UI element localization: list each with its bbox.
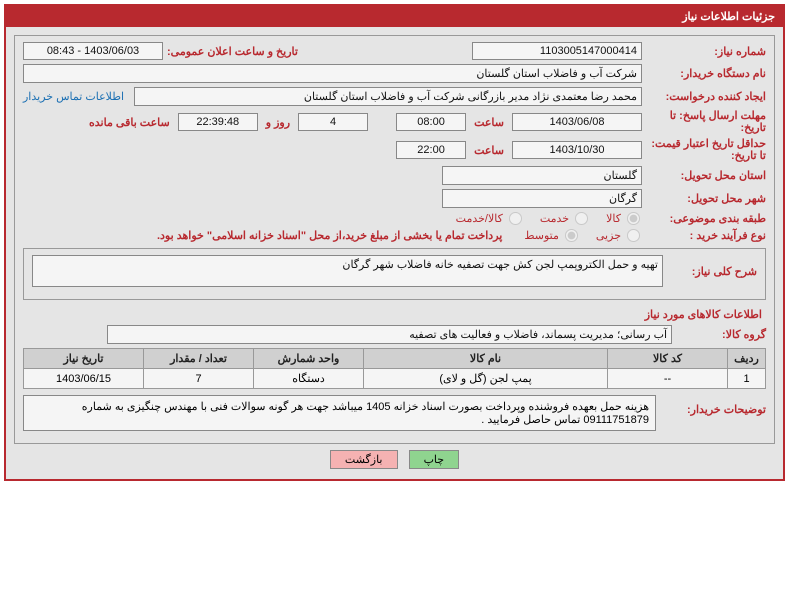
details-panel: جزئیات اطلاعات نیاز AriaTender.net شماره…: [4, 4, 785, 481]
buyer-notes-value: هزینه حمل بعهده فروشنده وپرداخت بصورت اس…: [23, 395, 656, 431]
table-header-row: ردیفکد کالانام کالاواحد شمارشتعداد / مقد…: [24, 349, 766, 369]
buyer-org-value: شرکت آب و فاضلاب استان گلستان: [23, 64, 642, 83]
validity-label: حداقل تاریخ اعتبار قیمت: تا تاریخ:: [646, 138, 766, 162]
delivery-province-label: استان محل تحویل:: [646, 169, 766, 182]
buyer-org-label: نام دستگاه خریدار:: [646, 67, 766, 80]
back-button[interactable]: بازگشت: [330, 450, 398, 469]
table-header-cell: کد کالا: [608, 349, 728, 369]
table-header-cell: تاریخ نیاز: [24, 349, 144, 369]
print-button[interactable]: چاپ: [409, 450, 460, 469]
table-header-cell: واحد شمارش: [254, 349, 364, 369]
panel-title: جزئیات اطلاعات نیاز: [6, 6, 783, 27]
deadline-label: مهلت ارسال پاسخ: تا تاریخ:: [646, 110, 766, 134]
need-no-label: شماره نیاز:: [646, 45, 766, 58]
table-body: 1--پمپ لجن (گل و لای)دستگاه71403/06/15: [24, 369, 766, 389]
table-cell: --: [608, 369, 728, 389]
goods-group-value: آب رسانی؛ مدیریت پسماند، فاضلاب و فعالیت…: [107, 325, 672, 344]
radio-partial[interactable]: [627, 229, 640, 242]
need-desc-value: تهیه و حمل الکتروپمپ لجن کش جهت تصفیه خا…: [32, 255, 663, 287]
table-cell: 1403/06/15: [24, 369, 144, 389]
radio-goods-label: کالا: [606, 212, 621, 225]
remaining-time-value: 22:39:48: [178, 113, 258, 131]
goods-table: ردیفکد کالانام کالاواحد شمارشتعداد / مقد…: [23, 348, 766, 389]
table-header-cell: تعداد / مقدار: [144, 349, 254, 369]
main-fieldset: شماره نیاز: 1103005147000414 تاریخ و ساع…: [14, 35, 775, 444]
validity-time-value: 22:00: [396, 141, 466, 159]
need-desc-fieldset: شرح کلی نیاز: تهیه و حمل الکتروپمپ لجن ک…: [23, 248, 766, 300]
radio-goods-service[interactable]: [509, 212, 522, 225]
validity-date-value: 1403/10/30: [512, 141, 642, 159]
hour-label-1: ساعت: [470, 116, 508, 129]
hour-label-2: ساعت: [470, 144, 508, 157]
announce-dt-value: 1403/06/03 - 08:43: [23, 42, 163, 60]
delivery-city-value: گرگان: [442, 189, 642, 208]
purchase-type-label: نوع فرآیند خرید :: [646, 229, 766, 242]
radio-service[interactable]: [575, 212, 588, 225]
remaining-days-value: 4: [298, 113, 368, 131]
radio-partial-label: جزیی: [596, 229, 621, 242]
buyer-notes-label: توضیحات خریدار:: [666, 395, 766, 416]
requester-label: ایجاد کننده درخواست:: [646, 90, 766, 103]
table-header-cell: ردیف: [728, 349, 766, 369]
radio-goods-service-label: کالا/خدمت: [456, 212, 503, 225]
announce-dt-label: تاریخ و ساعت اعلان عمومی:: [167, 45, 298, 58]
purchase-note: پرداخت تمام یا بخشی از مبلغ خرید،از محل …: [157, 229, 502, 242]
deadline-time-value: 08:00: [396, 113, 466, 131]
delivery-province-value: گلستان: [442, 166, 642, 185]
goods-info-title: اطلاعات کالاهای مورد نیاز: [23, 308, 762, 321]
table-cell: دستگاه: [254, 369, 364, 389]
goods-group-label: گروه کالا:: [676, 328, 766, 341]
buyer-contact-link[interactable]: اطلاعات تماس خریدار: [23, 90, 124, 103]
days-and-label: روز و: [262, 116, 294, 129]
remaining-label: ساعت باقی مانده: [85, 116, 174, 129]
radio-medium-label: متوسط: [524, 229, 559, 242]
radio-medium[interactable]: [565, 229, 578, 242]
table-cell: 7: [144, 369, 254, 389]
need-desc-label: شرح کلی نیاز:: [667, 265, 757, 278]
deadline-date-value: 1403/06/08: [512, 113, 642, 131]
classification-label: طبقه بندی موضوعی:: [646, 212, 766, 225]
requester-value: محمد رضا معتمدی نژاد مدیر بازرگانی شرکت …: [134, 87, 642, 106]
table-header-cell: نام کالا: [364, 349, 608, 369]
table-cell: 1: [728, 369, 766, 389]
delivery-city-label: شهر محل تحویل:: [646, 192, 766, 205]
radio-goods[interactable]: [627, 212, 640, 225]
need-no-value: 1103005147000414: [472, 42, 642, 60]
radio-service-label: خدمت: [540, 212, 569, 225]
table-row: 1--پمپ لجن (گل و لای)دستگاه71403/06/15: [24, 369, 766, 389]
table-cell: پمپ لجن (گل و لای): [364, 369, 608, 389]
